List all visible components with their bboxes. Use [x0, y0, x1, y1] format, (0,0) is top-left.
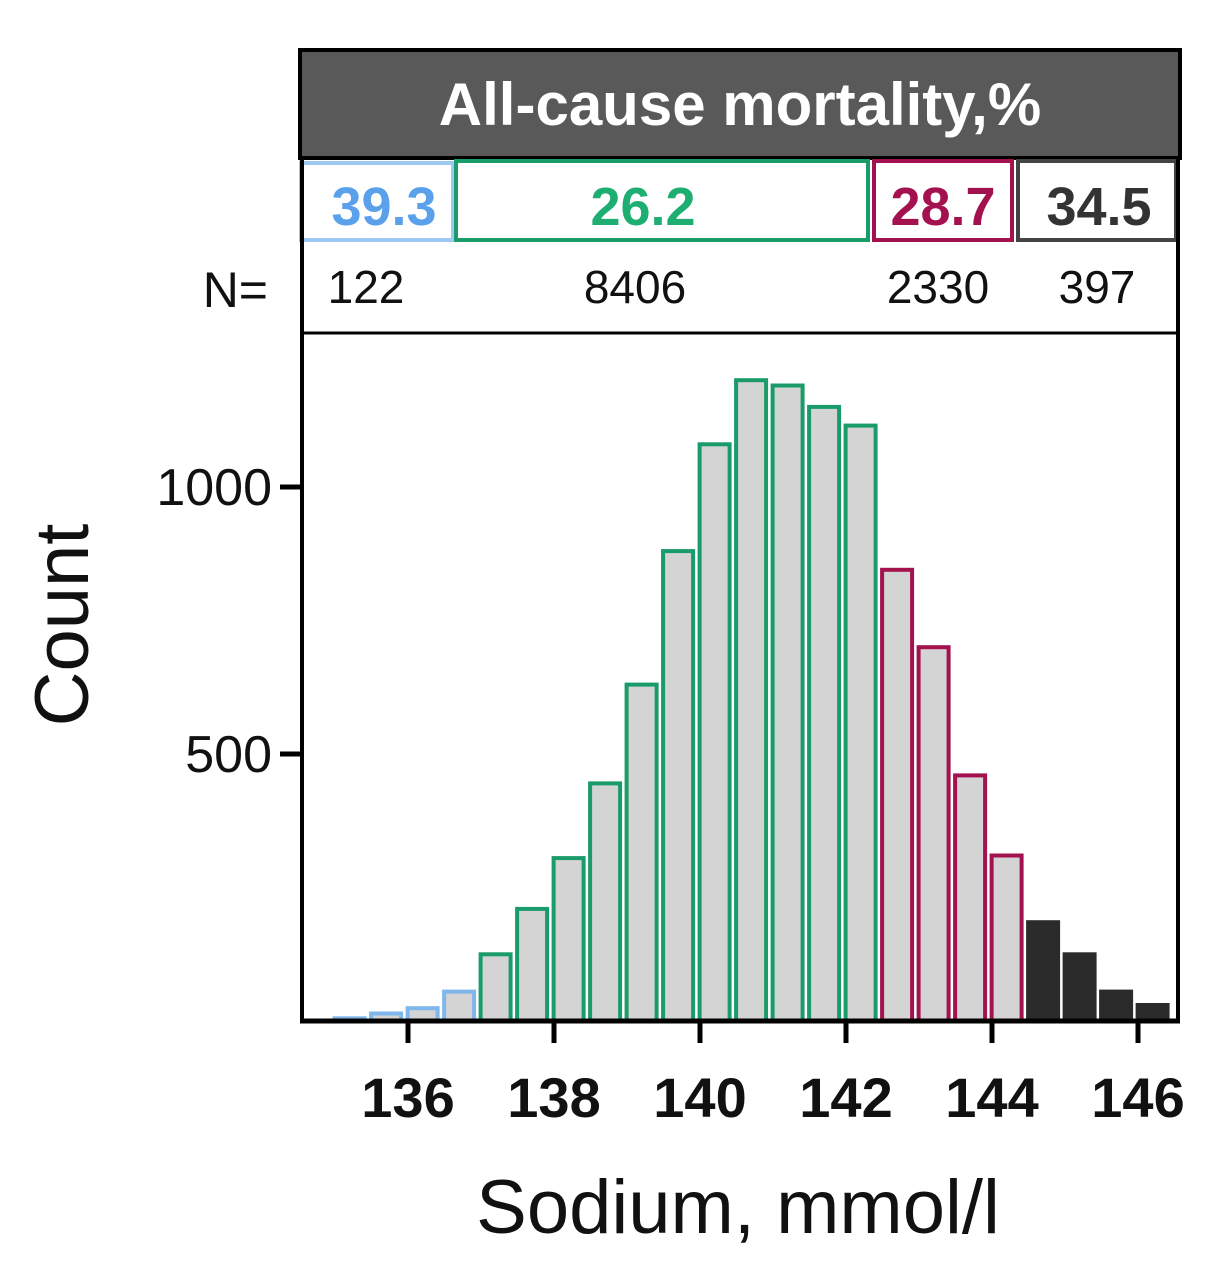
mortality-value-high: 34.5 — [1046, 177, 1151, 237]
histogram-bar — [478, 952, 513, 1024]
mortality-box-high-normal — [872, 159, 1014, 242]
n-prefix-label: N= — [203, 262, 268, 318]
mortality-box-normal — [454, 159, 870, 242]
x-ticks: 136 138 140 142 144 146 — [361, 1021, 1185, 1129]
x-tick-label: 146 — [1091, 1066, 1184, 1129]
n-value-high: 397 — [1059, 261, 1136, 313]
histogram-bar — [588, 781, 623, 1024]
y-ticks: 500 1000 — [156, 459, 302, 784]
histogram-bar — [697, 442, 732, 1023]
mortality-value-low: 39.3 — [331, 177, 436, 237]
mortality-value-normal: 26.2 — [590, 177, 695, 237]
x-tick-label: 140 — [653, 1066, 746, 1129]
x-axis-label: Sodium, mmol/l — [476, 1165, 1000, 1250]
title-bar — [298, 48, 1182, 160]
histogram-bar — [807, 404, 842, 1023]
y-axis-label: Count — [20, 524, 105, 727]
n-value-high-normal: 2330 — [887, 261, 989, 313]
x-tick-label: 142 — [799, 1066, 892, 1129]
x-tick-label: 138 — [507, 1066, 600, 1129]
x-tick-label: 144 — [945, 1066, 1038, 1129]
mortality-row: 39.3 26.2 28.7 34.5 — [299, 159, 1178, 242]
histogram-bar — [1099, 989, 1134, 1023]
histogram-bar — [916, 645, 951, 1023]
histogram-bar — [770, 383, 805, 1023]
n-row: 122 8406 2330 397 — [328, 261, 1136, 313]
histogram-bar — [1062, 952, 1097, 1024]
histogram-bar — [442, 989, 477, 1023]
y-tick-label: 500 — [185, 726, 272, 784]
histogram-bar — [734, 378, 769, 1023]
histogram-bar — [953, 773, 988, 1024]
histogram-bar — [551, 856, 586, 1023]
histogram-bar — [515, 906, 550, 1024]
chart-title: All-cause mortality,% — [439, 71, 1041, 138]
bars — [332, 378, 1170, 1024]
n-value-normal: 8406 — [584, 261, 686, 313]
y-tick-label: 1000 — [156, 459, 272, 517]
histogram-bar — [661, 549, 696, 1023]
mortality-box-low — [299, 161, 455, 242]
histogram-bar — [1026, 920, 1061, 1024]
mortality-value-high-normal: 28.7 — [890, 177, 995, 237]
histogram-bar — [989, 853, 1024, 1023]
mortality-box-high — [1016, 159, 1178, 242]
histogram-bar — [624, 682, 659, 1023]
histogram-bar — [843, 423, 878, 1024]
histogram-bar — [880, 567, 915, 1023]
x-tick-label: 136 — [361, 1066, 454, 1129]
n-value-low: 122 — [328, 261, 405, 313]
